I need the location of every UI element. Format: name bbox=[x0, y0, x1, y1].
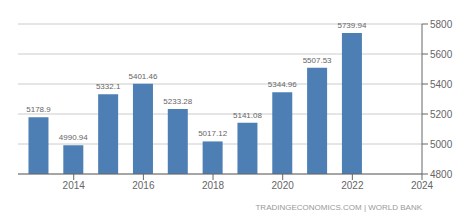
svg-text:5200: 5200 bbox=[430, 109, 453, 120]
svg-text:2022: 2022 bbox=[341, 180, 364, 191]
svg-text:4990.94: 4990.94 bbox=[59, 133, 88, 142]
html-text:TRADINGECONOMICS.COM | WORLD B: TRADINGECONOMICS.COM | WORLD BANK bbox=[255, 203, 422, 212]
svg-text:5507.53: 5507.53 bbox=[303, 56, 332, 65]
svg-text:5332.1: 5332.1 bbox=[96, 82, 121, 91]
svg-text:5400: 5400 bbox=[430, 79, 453, 90]
svg-text:5141.08: 5141.08 bbox=[233, 111, 262, 120]
svg-text:5800: 5800 bbox=[430, 19, 453, 30]
svg-text:2024: 2024 bbox=[411, 180, 434, 191]
svg-text:5233.28: 5233.28 bbox=[163, 97, 192, 106]
svg-text:2014: 2014 bbox=[63, 180, 86, 191]
svg-text:4800: 4800 bbox=[430, 169, 453, 180]
svg-text:5600: 5600 bbox=[430, 49, 453, 60]
svg-text:2018: 2018 bbox=[202, 180, 225, 191]
svg-text:5000: 5000 bbox=[430, 139, 453, 150]
svg-text:5178.9: 5178.9 bbox=[26, 105, 51, 114]
svg-text:5401.46: 5401.46 bbox=[129, 72, 158, 81]
svg-text:5017.12: 5017.12 bbox=[198, 129, 227, 138]
svg-text:5344.96: 5344.96 bbox=[268, 80, 297, 89]
svg-text:2016: 2016 bbox=[132, 180, 155, 191]
svg-text:2020: 2020 bbox=[272, 180, 295, 191]
svg-text:5739.94: 5739.94 bbox=[337, 21, 366, 30]
